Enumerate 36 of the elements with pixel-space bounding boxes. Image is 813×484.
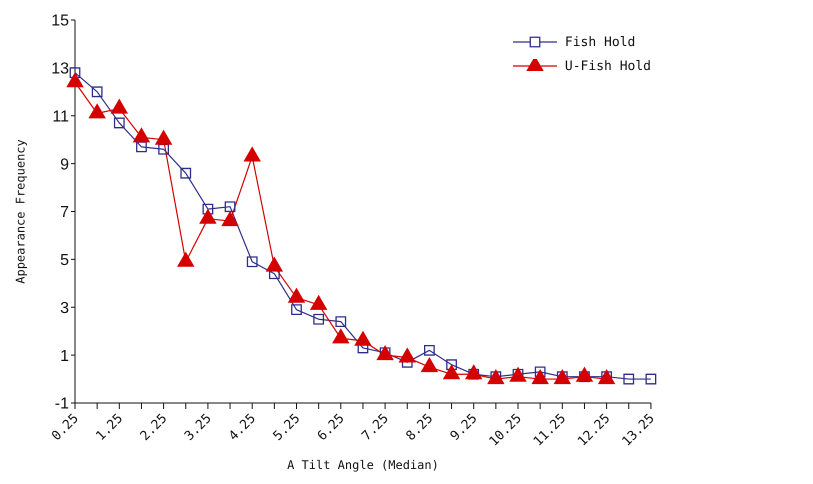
point — [92, 86, 103, 98]
point — [424, 344, 435, 356]
point — [623, 374, 634, 384]
y-tick-label: 13 — [51, 60, 70, 78]
point — [222, 212, 238, 226]
point — [446, 359, 457, 370]
point — [200, 209, 216, 224]
y-tick-label: 5 — [60, 252, 70, 270]
y-tick-label: 11 — [52, 108, 70, 126]
point — [133, 128, 150, 142]
point — [313, 314, 324, 325]
point — [646, 374, 656, 384]
point — [158, 144, 169, 155]
point — [246, 256, 258, 268]
y-tick-label: 15 — [51, 12, 70, 30]
point — [88, 104, 106, 118]
legend-label: Fish Hold — [564, 34, 636, 50]
point — [66, 72, 84, 88]
point — [180, 168, 192, 179]
y-tick-label: 7 — [60, 204, 70, 222]
point — [244, 147, 260, 162]
point — [202, 204, 214, 214]
y-tick-label: -1 — [54, 396, 70, 413]
point — [114, 118, 125, 128]
legend-label: U-Fish Hold — [564, 58, 651, 74]
y-axis-title: Appearance Frequency — [13, 139, 28, 284]
point — [136, 141, 147, 152]
point — [111, 99, 128, 114]
y-tick-label: 1 — [60, 348, 70, 365]
point — [155, 130, 172, 145]
point — [335, 316, 346, 328]
x-axis-title: A Tilt Angle (Median) — [287, 458, 439, 472]
point — [224, 201, 236, 212]
point — [291, 304, 302, 316]
y-tick-label: 9 — [60, 156, 70, 174]
y-tick-label: 3 — [60, 300, 70, 317]
